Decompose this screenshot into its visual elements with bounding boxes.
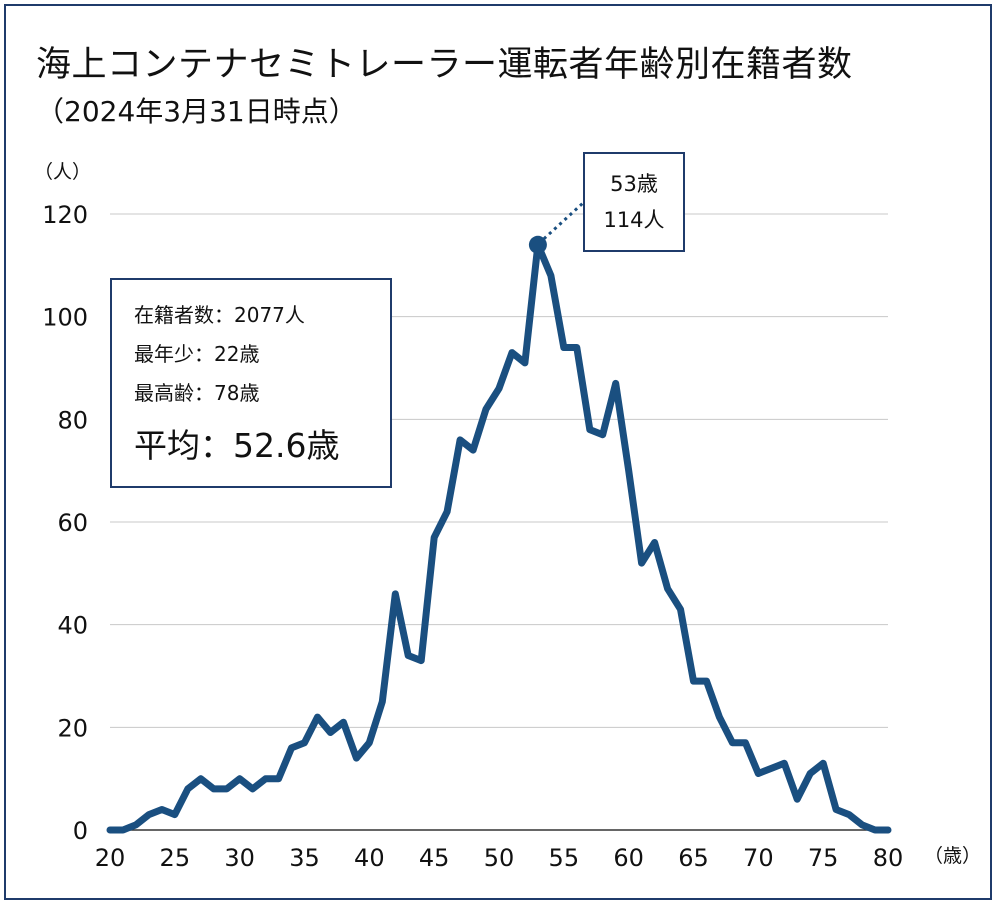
x-tick-label: 40 — [354, 844, 385, 872]
y-tick-label: 100 — [42, 304, 88, 332]
peak-callout: 53歳 114人 — [583, 152, 685, 252]
y-axis-unit-label: （人） — [34, 161, 91, 183]
x-tick-label: 50 — [484, 844, 515, 872]
x-tick-label: 25 — [160, 844, 191, 872]
x-tick-label: 35 — [289, 844, 320, 872]
peak-age-label: 53歳 — [610, 172, 658, 196]
y-tick-label: 80 — [57, 406, 88, 434]
x-tick-label: 75 — [808, 844, 839, 872]
y-tick-label: 40 — [57, 612, 88, 640]
stat-youngest: 最年少：22歳 — [134, 342, 260, 366]
series-line — [106, 241, 892, 834]
peak-marker — [528, 235, 547, 254]
stat-average: 平均：52.6歳 — [134, 426, 340, 465]
y-tick-label: 60 — [57, 509, 88, 537]
y-tick-label: 20 — [57, 714, 88, 742]
peak-count-label: 114人 — [603, 208, 665, 232]
chart-subtitle: （2024年3月31日時点） — [36, 95, 357, 128]
y-tick-label: 120 — [42, 201, 88, 229]
x-tick-label: 45 — [419, 844, 450, 872]
x-tick-label: 60 — [613, 844, 644, 872]
x-tick-label: 55 — [549, 844, 580, 872]
x-tick-label: 20 — [95, 844, 126, 872]
peak-leader-line — [542, 201, 585, 240]
x-tick-label: 70 — [743, 844, 774, 872]
stats-box: 在籍者数：2077人 最年少：22歳 最高齢：78歳 平均：52.6歳 — [110, 278, 392, 488]
chart-title: 海上コンテナセミトレーラー運転者年齢別在籍者数 — [36, 45, 853, 85]
x-tick-labels: 20 25 30 35 40 45 50 55 60 65 70 75 80 — [95, 844, 904, 872]
x-tick-label: 65 — [678, 844, 709, 872]
x-tick-label: 30 — [224, 844, 255, 872]
y-tick-label: 0 — [73, 817, 88, 845]
stat-oldest: 最高齢：78歳 — [134, 381, 260, 405]
y-tick-labels: 0 20 40 60 80 100 120 — [42, 201, 88, 845]
x-tick-label: 80 — [873, 844, 904, 872]
stat-count: 在籍者数：2077人 — [134, 303, 305, 327]
x-axis-unit-label: （歳） — [924, 845, 981, 867]
